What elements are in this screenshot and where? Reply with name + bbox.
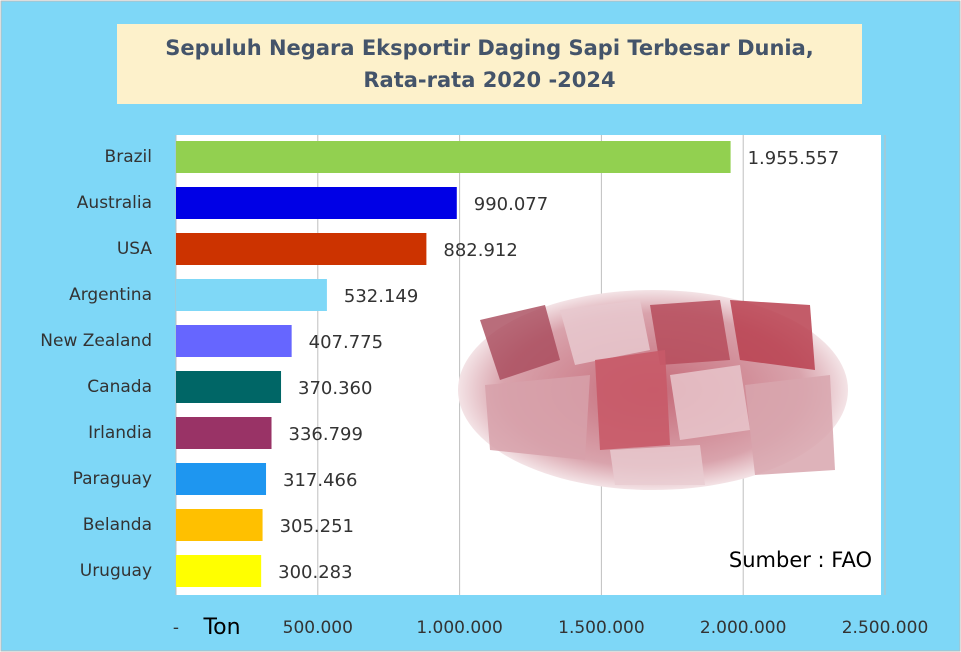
- category-label: Irlandia: [88, 423, 152, 443]
- value-label: 305.251: [280, 516, 354, 537]
- value-label: 990.077: [474, 194, 548, 215]
- meat-image: [458, 290, 848, 490]
- bar: [176, 371, 281, 403]
- x-tick-label: 1.000.000: [416, 618, 503, 638]
- category-label: Paraguay: [73, 469, 152, 489]
- bar: [176, 509, 263, 541]
- x-axis-label: Ton: [202, 615, 240, 640]
- value-label: 336.799: [289, 424, 363, 445]
- bar: [176, 325, 292, 357]
- bar: [176, 233, 426, 265]
- bar: [176, 463, 266, 495]
- category-label: Argentina: [69, 285, 152, 305]
- value-label: 300.283: [278, 562, 352, 583]
- x-tick-label: 500.000: [283, 618, 353, 638]
- bar: [176, 555, 261, 587]
- x-tick-label: 2.500.000: [842, 618, 929, 638]
- bar: [176, 141, 731, 173]
- category-label: Australia: [77, 193, 152, 213]
- category-label: Uruguay: [80, 561, 152, 581]
- x-tick-label: -: [173, 618, 179, 638]
- bar: [176, 417, 272, 449]
- value-label: 1.955.557: [748, 148, 840, 169]
- category-label: Belanda: [83, 515, 152, 535]
- value-label: 407.775: [309, 332, 383, 353]
- x-tick-label: 2.000.000: [700, 618, 787, 638]
- bar: [176, 279, 327, 311]
- chart-title: Sepuluh Negara Eksportir Daging Sapi Ter…: [117, 24, 862, 104]
- category-label: USA: [117, 239, 153, 259]
- value-label: 317.466: [283, 470, 357, 491]
- value-label: 882.912: [443, 240, 517, 261]
- page: Brazil 1.955.557 Australia 990.077 USA 882.91…: [0, 0, 961, 652]
- annotation: Sumber : FAO: [729, 548, 872, 572]
- category-label: New Zealand: [40, 331, 152, 351]
- value-label: 532.149: [344, 286, 418, 307]
- category-label: Brazil: [105, 147, 152, 167]
- x-tick-label: 1.500.000: [558, 618, 645, 638]
- bar: [176, 187, 457, 219]
- value-label: 370.360: [298, 378, 372, 399]
- category-label: Canada: [87, 377, 152, 397]
